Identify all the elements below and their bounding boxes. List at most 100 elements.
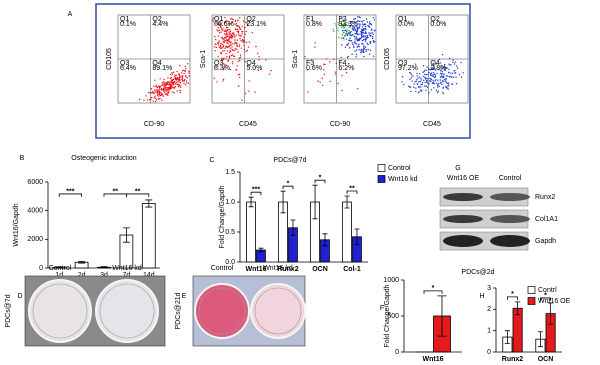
event-dot: [226, 55, 228, 58]
event-dot: [163, 81, 165, 84]
y-tick-label: 1.0: [225, 199, 235, 206]
event-dot: [238, 44, 241, 46]
event-dot: [172, 78, 175, 81]
event-dot: [157, 93, 159, 95]
error-bar: [537, 331, 543, 348]
event-dot: [369, 35, 372, 37]
event-dot: [441, 70, 444, 73]
culture-dish: [95, 279, 159, 343]
quadrant-name: Q2: [430, 16, 439, 23]
blot-band: [490, 215, 530, 223]
event-dot: [248, 90, 250, 92]
event-dot: [178, 84, 181, 87]
event-dot: [179, 79, 181, 81]
event-dot: [353, 18, 355, 21]
event-dot: [445, 86, 447, 89]
event-dot: [220, 51, 222, 54]
event-dot: [424, 81, 426, 84]
event-dot: [165, 85, 167, 87]
event-dot: [363, 45, 365, 47]
event-dot: [335, 73, 337, 75]
event-dot: [224, 30, 226, 32]
event-dot: [455, 83, 458, 85]
event-dot: [255, 45, 257, 48]
event-dot: [226, 38, 228, 41]
event-dot: [429, 69, 432, 71]
y-axis-label: Fold Change/Gapdh: [384, 284, 391, 347]
event-dot: [418, 76, 421, 79]
event-dot: [226, 50, 229, 52]
legend-swatch: [377, 164, 386, 172]
event-dot: [444, 63, 446, 66]
event-dot: [227, 59, 230, 61]
event-dot: [346, 56, 349, 59]
event-dot: [345, 23, 348, 26]
event-dot: [178, 73, 181, 76]
y-axis-label: Wnt16/Gapdh: [13, 203, 20, 246]
event-dot: [439, 62, 441, 64]
event-dot: [345, 21, 347, 24]
event-dot: [218, 42, 220, 44]
event-dot: [226, 41, 228, 44]
event-dot: [237, 29, 239, 31]
x-tick-label: Runx2: [502, 356, 524, 363]
event-dot: [432, 74, 434, 76]
event-dot: [225, 64, 228, 67]
event-dot: [358, 49, 360, 51]
quadrant-name: Q3: [120, 60, 129, 67]
event-dot: [352, 29, 354, 31]
event-dot: [455, 76, 457, 79]
event-dot: [416, 72, 418, 75]
event-dot: [232, 63, 234, 65]
event-dot: [159, 78, 161, 80]
event-dot: [177, 83, 179, 86]
event-dot: [424, 69, 426, 72]
event-dot: [362, 43, 364, 45]
legend-label: Wnt16 kd: [388, 176, 418, 183]
event-dot: [440, 70, 442, 72]
quadrant-name: Q1: [120, 16, 129, 23]
significance-label: *: [544, 292, 547, 299]
y-tick-label: 1000: [383, 277, 399, 284]
event-dot: [173, 71, 175, 74]
event-dot: [359, 37, 362, 39]
event-dot: [175, 78, 177, 80]
event-dot: [323, 63, 325, 65]
event-dot: [414, 63, 417, 65]
event-dot: [363, 29, 365, 31]
culture-column-label: Control: [49, 265, 72, 272]
event-dot: [222, 44, 225, 46]
event-dot: [363, 19, 365, 22]
quadrant-percent: 93.3%: [338, 21, 358, 28]
event-dot: [359, 20, 361, 23]
event-dot: [432, 75, 435, 77]
y-tick-label: 2: [487, 306, 491, 313]
event-dot: [178, 77, 180, 79]
event-dot: [258, 59, 260, 61]
event-dot: [181, 70, 184, 72]
event-dot: [372, 16, 375, 19]
event-dot: [349, 24, 351, 27]
event-dot: [155, 99, 158, 101]
flow-x-label: CD45: [239, 121, 257, 128]
event-dot: [164, 93, 167, 95]
event-dot: [401, 81, 403, 83]
legend-swatch: [527, 286, 536, 294]
event-dot: [450, 72, 452, 74]
event-dot: [434, 75, 437, 77]
event-dot: [212, 20, 214, 23]
event-dot: [154, 90, 157, 92]
event-dot: [186, 76, 188, 79]
event-dot: [369, 42, 371, 45]
event-dot: [443, 66, 445, 68]
event-dot: [448, 68, 450, 71]
event-dot: [363, 36, 365, 38]
event-dot: [425, 89, 427, 91]
event-dot: [437, 84, 439, 87]
flow-y-label: Sca-1: [200, 50, 207, 68]
event-dot: [245, 41, 248, 44]
quadrant-percent: 97.2%: [398, 65, 418, 72]
x-tick-label: 2d: [78, 272, 86, 279]
